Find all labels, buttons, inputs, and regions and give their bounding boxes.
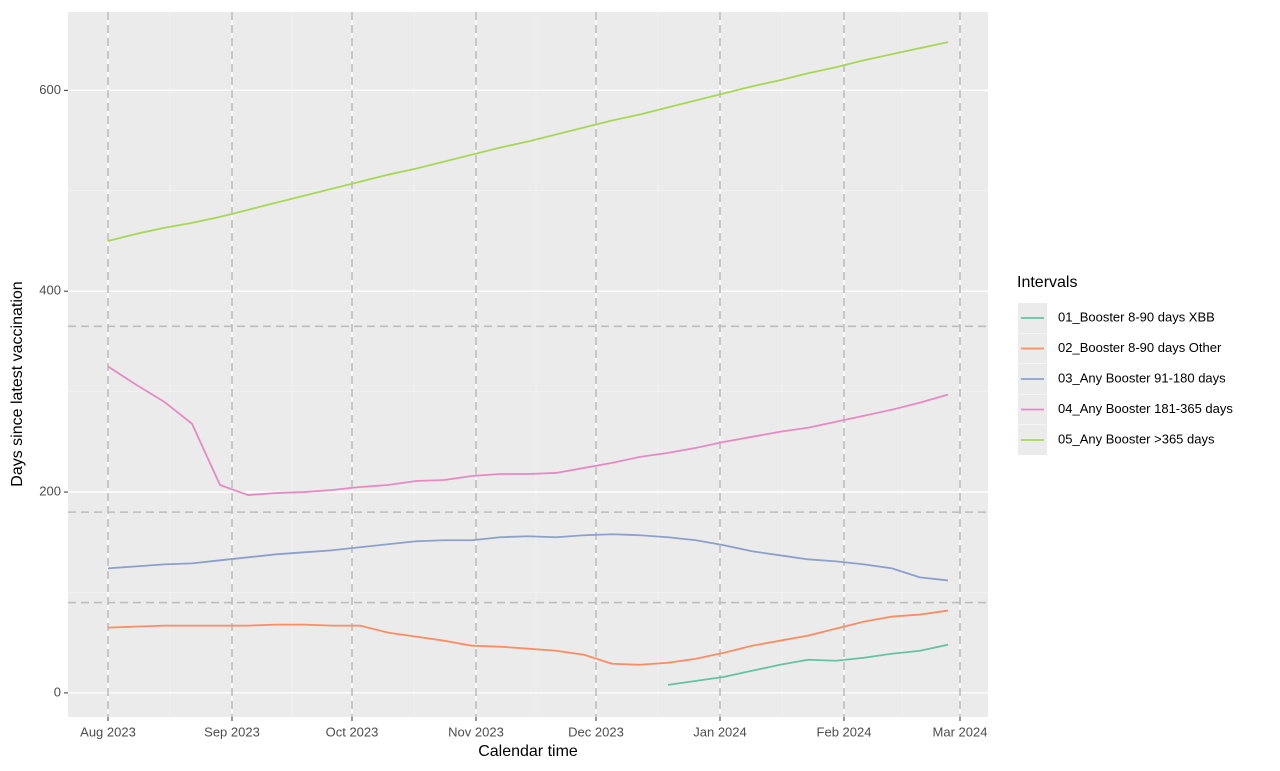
legend-label: 03_Any Booster 91-180 days bbox=[1058, 370, 1226, 385]
y-tick-label: 400 bbox=[39, 283, 61, 298]
x-tick-label: Mar 2024 bbox=[933, 724, 988, 739]
series-line bbox=[667, 643, 949, 686]
x-tick-label: Oct 2023 bbox=[326, 724, 379, 739]
y-tick-label: 0 bbox=[54, 684, 61, 699]
series-line bbox=[107, 533, 949, 582]
legend-label: 05_Any Booster >365 days bbox=[1058, 431, 1215, 446]
x-tick-label: Aug 2023 bbox=[80, 724, 136, 739]
y-tick-label: 600 bbox=[39, 82, 61, 97]
legend-label: 02_Booster 8-90 days Other bbox=[1058, 340, 1222, 355]
y-axis-title: Days since latest vaccination bbox=[9, 281, 26, 486]
x-tick-label: Dec 2023 bbox=[568, 724, 624, 739]
x-tick-label: Jan 2024 bbox=[693, 724, 747, 739]
y-tick-label: 200 bbox=[39, 483, 61, 498]
series-line bbox=[107, 41, 949, 242]
x-tick-label: Nov 2023 bbox=[448, 724, 504, 739]
x-tick-label: Sep 2023 bbox=[204, 724, 260, 739]
series-line bbox=[107, 365, 949, 496]
legend-label: 01_Booster 8-90 days XBB bbox=[1058, 309, 1215, 324]
legend-title: Intervals bbox=[1017, 274, 1077, 291]
legend-label: 04_Any Booster 181-365 days bbox=[1058, 401, 1233, 416]
series-line bbox=[107, 609, 949, 666]
plot-panel bbox=[68, 12, 988, 717]
x-tick-label: Feb 2024 bbox=[817, 724, 872, 739]
x-axis-title: Calendar time bbox=[478, 743, 578, 760]
